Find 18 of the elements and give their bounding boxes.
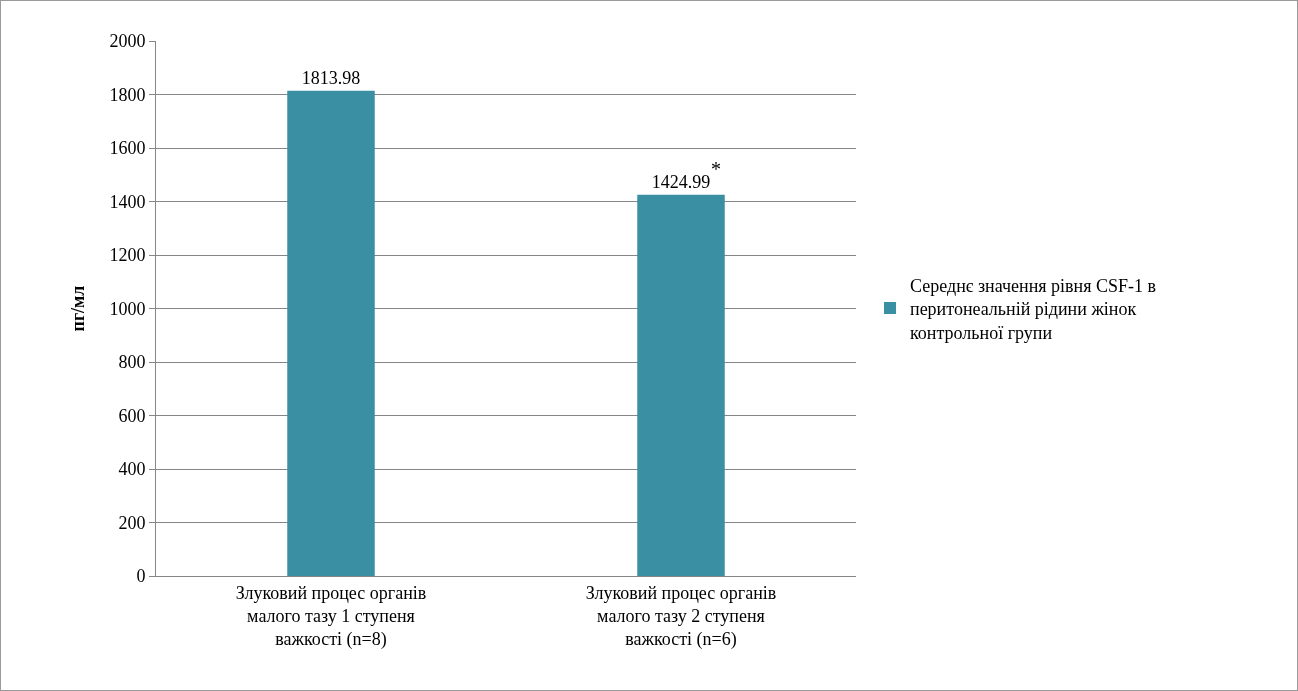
data-label: 1813.98 xyxy=(301,67,361,88)
y-tick-label: 1400 xyxy=(109,191,146,212)
x-tick-label: Злуковий процес органів малого тазу 1 ступеня важкості (n=8) xyxy=(235,582,427,651)
y-tick-label: 0 xyxy=(136,566,146,587)
y-tick-label: 2000 xyxy=(109,31,146,52)
legend-label: Середнє значення рівня CSF-1 в перитонеальній рідини жінок контрольної групи xyxy=(910,275,1157,343)
y-tick-label: 1600 xyxy=(109,138,146,159)
y-tick-label: 1200 xyxy=(109,245,146,266)
y-tick-label: 600 xyxy=(118,405,146,426)
data-label: 1424.99 xyxy=(651,171,711,192)
y-tick-label: 1800 xyxy=(109,84,146,105)
y-axis-title: пг/мл xyxy=(67,285,88,332)
y-tick-label: 1000 xyxy=(109,298,146,319)
y-tick-label: 800 xyxy=(118,352,146,373)
y-tick-label: 400 xyxy=(118,459,146,480)
y-tick-label: 200 xyxy=(118,512,146,533)
x-tick-label: Злуковий процес органів малого тазу 2 ступеня важкості (n=6) xyxy=(585,582,777,651)
annotation: * xyxy=(711,158,721,180)
